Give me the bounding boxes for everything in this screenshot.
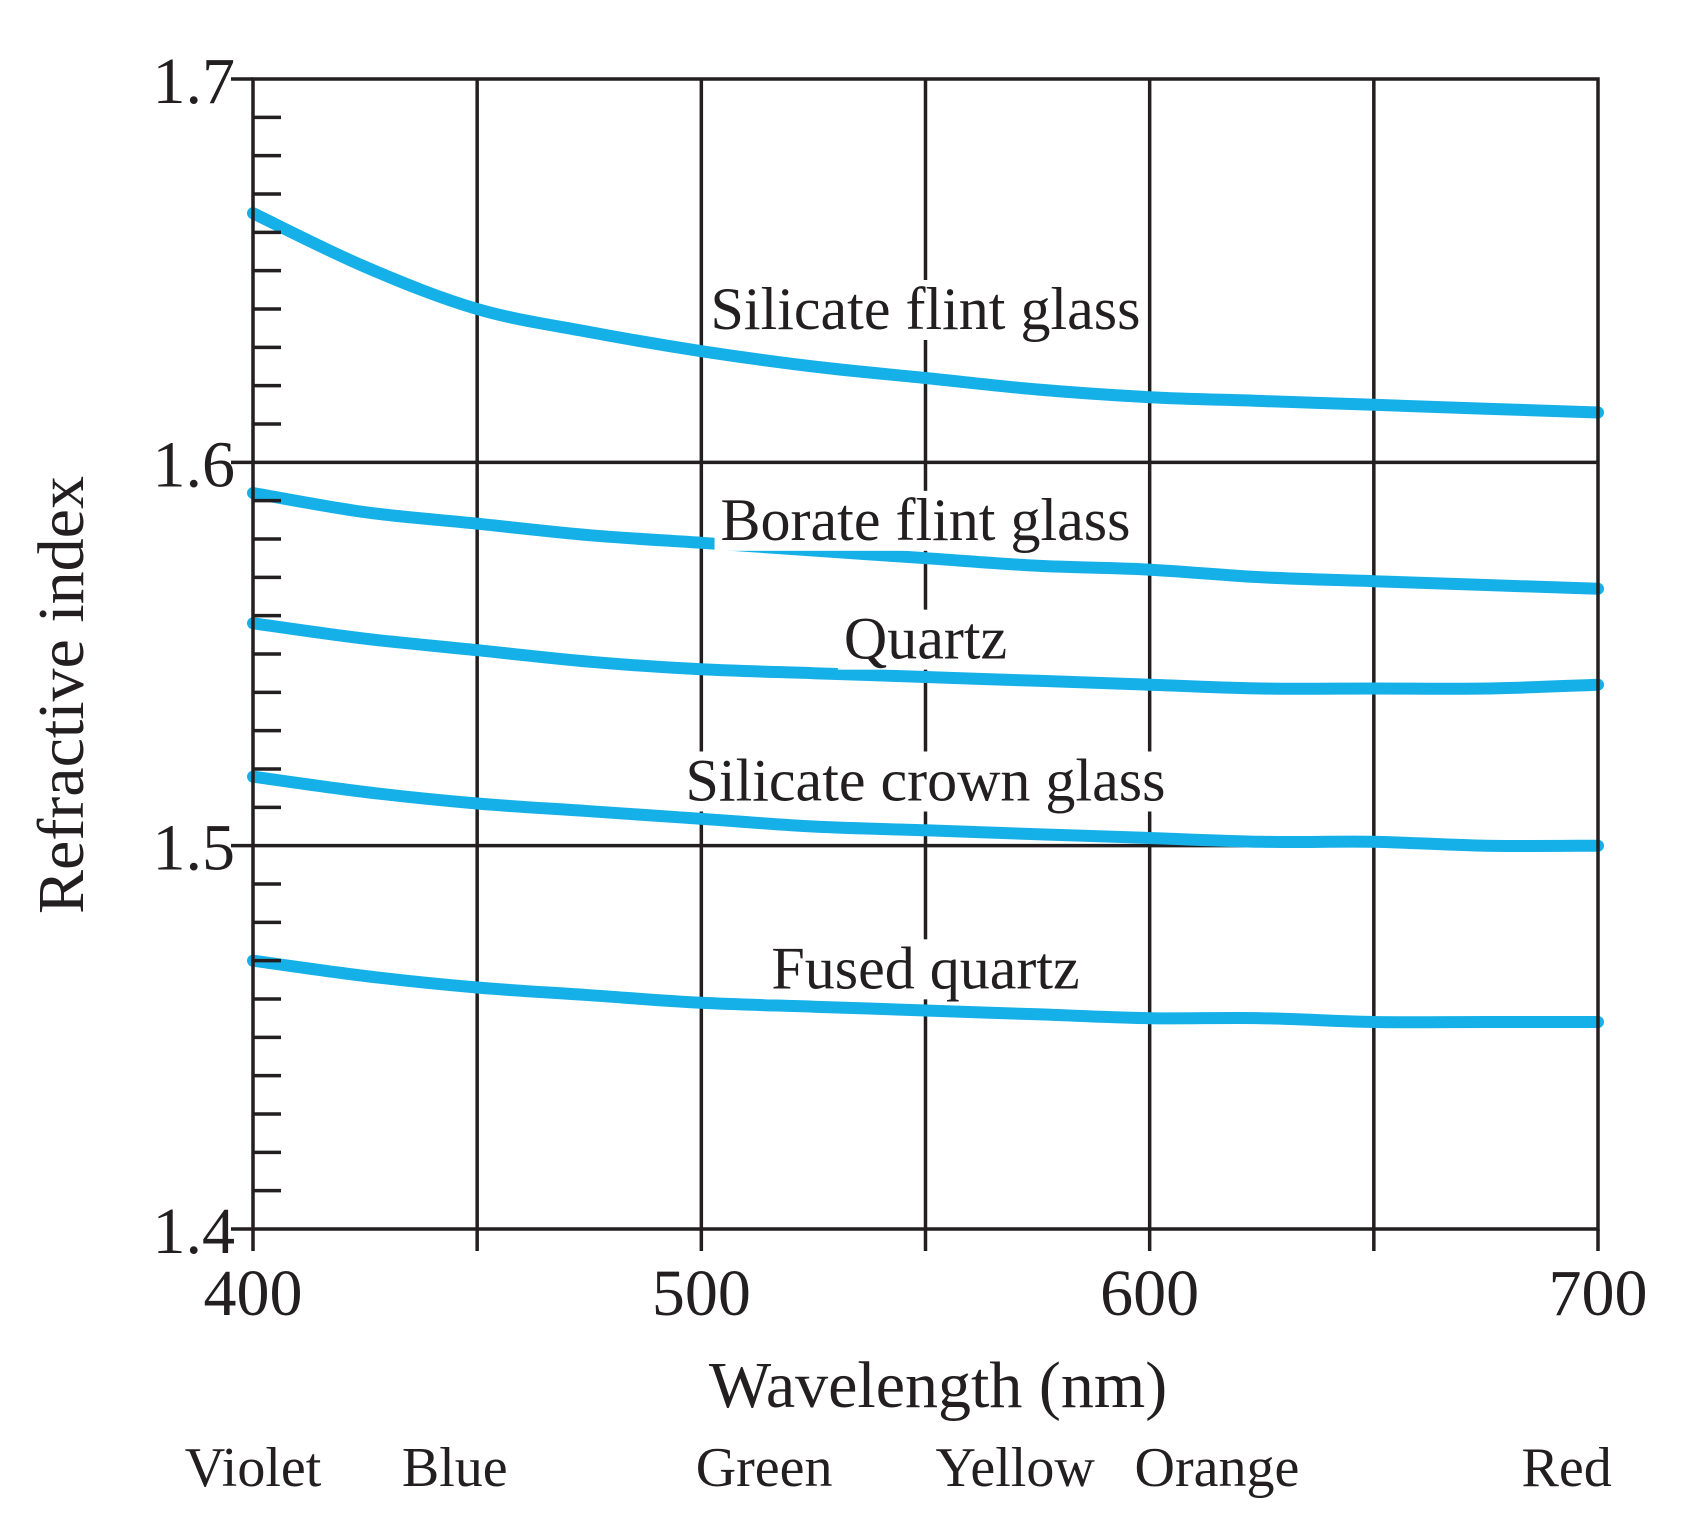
color-band-label: Red bbox=[1522, 1437, 1612, 1499]
color-band-labels: Violet Blue Green Yellow Orange Red bbox=[185, 1437, 1612, 1499]
x-tick-label: 600 bbox=[1100, 1257, 1199, 1330]
y-tick-label: 1.5 bbox=[153, 812, 236, 885]
y-tick-label: 1.7 bbox=[153, 45, 236, 118]
x-tick-label: 500 bbox=[652, 1257, 751, 1330]
series-line bbox=[247, 207, 1604, 419]
series-label-background bbox=[704, 280, 1147, 340]
y-axis-title: Refractive index bbox=[25, 476, 98, 914]
color-band-label: Green bbox=[696, 1437, 833, 1499]
series-label-group: Fused quartz bbox=[765, 935, 1086, 1001]
color-band-label: Orange bbox=[1135, 1437, 1300, 1499]
series-label-group: Silicate crown glass bbox=[679, 748, 1172, 814]
series-label: Silicate flint glass bbox=[711, 276, 1141, 342]
series-label-background bbox=[837, 609, 1014, 670]
series-label: Borate flint glass bbox=[721, 487, 1131, 553]
series-label-group: Silicate flint glass bbox=[704, 276, 1147, 342]
y-tick-label: 1.6 bbox=[153, 428, 236, 501]
series-label-background bbox=[765, 939, 1086, 1000]
x-axis-title: Wavelength (nm) bbox=[709, 1349, 1167, 1422]
color-band-label: Yellow bbox=[936, 1437, 1096, 1499]
series-line bbox=[247, 954, 1604, 1029]
series-line bbox=[247, 770, 1604, 852]
grid-layer bbox=[253, 79, 1598, 1229]
x-tick-label: 400 bbox=[204, 1257, 303, 1330]
series-label-layer: Silicate flint glass Borate flint glass Qu… bbox=[679, 276, 1172, 1001]
series-label-group: Quartz bbox=[837, 606, 1014, 672]
curve-layer bbox=[247, 207, 1604, 1029]
color-band-label: Blue bbox=[402, 1437, 508, 1499]
y-tick-label: 1.4 bbox=[153, 1195, 236, 1268]
series-line bbox=[247, 617, 1604, 695]
color-band-label: Violet bbox=[185, 1437, 322, 1499]
series-line bbox=[247, 487, 1604, 595]
series-label: Silicate crown glass bbox=[686, 748, 1166, 814]
series-label-group: Borate flint glass bbox=[714, 487, 1137, 553]
series-label-background bbox=[679, 751, 1172, 812]
series-label: Fused quartz bbox=[771, 935, 1079, 1001]
series-label-background bbox=[714, 490, 1137, 551]
x-tick-label: 700 bbox=[1549, 1257, 1648, 1330]
axis-layer: 1.4 1.5 1.6 1.7 400 500 600 700 bbox=[153, 45, 1648, 1330]
series-label: Quartz bbox=[844, 606, 1007, 672]
